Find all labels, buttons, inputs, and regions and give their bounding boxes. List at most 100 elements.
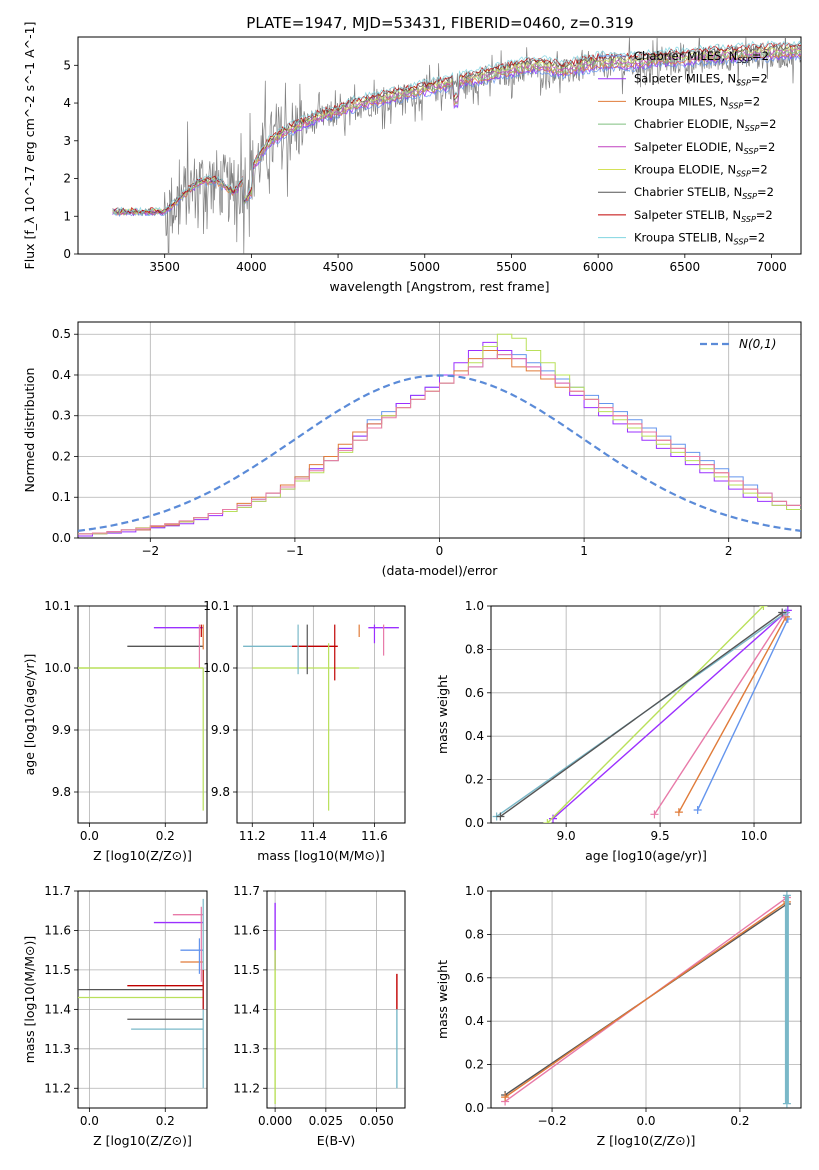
y-tick-label: 9.9 — [52, 723, 71, 737]
y-tick-label: 11.2 — [44, 1081, 71, 1095]
legend-entry: Salpeter ELODIE, NSSP=2 — [634, 140, 775, 156]
axes-frame — [77, 890, 208, 1109]
x-tick-label: −1 — [286, 544, 304, 558]
legend-text-end: =2 — [751, 72, 768, 86]
plot-area — [78, 898, 204, 1089]
y-tick-label: 0.8 — [465, 927, 484, 941]
legend-text-end: =2 — [756, 208, 773, 222]
weight-line — [552, 609, 789, 820]
x-axis-label: mass [log10(M/M⊙)] — [257, 848, 385, 863]
legend-subscript: SSP — [729, 101, 744, 110]
legend-text: Salpeter ELODIE, N — [634, 140, 744, 154]
x-tick-label: 9.5 — [651, 829, 670, 843]
legend-entry: Salpeter MILES, NSSP=2 — [634, 72, 768, 88]
y-axis-label: mass weight — [435, 960, 450, 1039]
y-tick-label: 11.4 — [233, 1002, 260, 1016]
plot-area — [78, 624, 204, 811]
y-tick-label: 0.8 — [465, 642, 484, 656]
legend-subscript: SSP — [744, 147, 759, 156]
axes-frame — [490, 890, 802, 1109]
y-tick-label: 0.5 — [52, 327, 71, 341]
y-tick-label: 0.6 — [465, 971, 484, 985]
y-tick-label: 11.3 — [233, 1042, 260, 1056]
weight-line — [697, 618, 789, 811]
histogram-step — [78, 341, 801, 537]
y-tick-label: 2 — [63, 172, 71, 186]
x-tick-label: 0.0 — [80, 1114, 99, 1128]
legend: N(0,1) — [700, 337, 776, 351]
legend-text-end: =2 — [748, 231, 765, 245]
y-axis-label: mass [log10(M/M⊙)] — [22, 936, 37, 1064]
y-tick-label: 0.4 — [52, 368, 71, 382]
y-axis-label: mass weight — [435, 675, 450, 754]
x-tick-label: 0.2 — [156, 829, 175, 843]
legend-entry: Kroupa ELODIE, NSSP=2 — [634, 163, 768, 179]
legend-text-end: =2 — [757, 185, 774, 199]
y-tick-label: 5 — [63, 58, 71, 72]
x-tick-label: 0.000 — [258, 1114, 292, 1128]
legend-subscript: SSP — [745, 124, 760, 133]
plus-marker — [549, 814, 557, 823]
y-tick-label: 10.1 — [203, 599, 230, 613]
x-tick-label: 0.0 — [636, 1114, 655, 1128]
panel-mass-vs-ebv: 0.000 0.025 0.050 11.2 11.3 11.4 11.5 11.6 11.7 E… — [233, 884, 406, 1148]
legend-text: Salpeter MILES, N — [634, 72, 736, 86]
legend-text-end: =2 — [743, 94, 760, 108]
legend-entry: Kroupa MILES, NSSP=2 — [634, 94, 760, 110]
panel-age-vs-Z: 0.0 0.2 9.8 9.9 10.0 10.1 Z [log10(Z/Z⊙)] age [… — [22, 599, 208, 863]
x-tick-label: 11.2 — [239, 829, 266, 843]
legend-text: Chabrier MILES, N — [634, 49, 737, 63]
x-tick-label: 3500 — [149, 260, 180, 274]
plot-area — [501, 891, 791, 1108]
x-tick-label: 0 — [436, 544, 444, 558]
x-tick-label: 4000 — [236, 260, 267, 274]
x-tick-label: 9.0 — [557, 829, 576, 843]
x-tick-label: 5000 — [409, 260, 440, 274]
y-tick-label: 0.1 — [52, 490, 71, 504]
x-tick-label: 10.0 — [741, 829, 768, 843]
observed-spectrum — [112, 37, 801, 254]
legend-text: Kroupa STELIB, N — [634, 231, 734, 245]
plus-marker — [496, 812, 505, 821]
x-tick-label: 6500 — [670, 260, 701, 274]
axes-frame — [77, 36, 802, 255]
axes-frame — [266, 890, 406, 1109]
x-axis-label: wavelength [Angstrom, rest frame] — [329, 279, 549, 294]
y-tick-label: 11.3 — [44, 1042, 71, 1056]
x-axis-label: age [log10(age/yr)] — [585, 848, 707, 863]
axes-frame — [77, 321, 802, 539]
y-axis-label: Normed distribution — [22, 368, 37, 493]
x-axis-label: Z [log10(Z/Z⊙)] — [93, 848, 192, 863]
panel-mass-vs-Z: 0.0 0.2 11.2 11.3 11.4 11.5 11.6 11.7 Z [log10(Z… — [22, 884, 208, 1148]
x-tick-label: 0.2 — [156, 1114, 175, 1128]
panel-age-vs-mass: 11.2 11.4 11.6 9.8 9.9 10.0 10.1 mass [log10(M/… — [203, 599, 406, 863]
plus-marker — [759, 606, 768, 610]
legend-text-end: =2 — [758, 140, 775, 154]
y-tick-label: 4 — [63, 96, 71, 110]
x-tick-label: 0.050 — [359, 1114, 393, 1128]
legend-entry: Salpeter STELIB, NSSP=2 — [634, 208, 773, 224]
legend-text-end: =2 — [751, 163, 768, 177]
legend-entry: Kroupa STELIB, NSSP=2 — [634, 231, 765, 247]
x-tick-label: 11.6 — [361, 829, 388, 843]
figure-title: PLATE=1947, MJD=53431, FIBERID=0460, z=0… — [246, 14, 633, 32]
plot-area — [274, 902, 398, 1105]
y-tick-label: 0.0 — [465, 1101, 484, 1115]
x-tick-label: 0.0 — [80, 829, 99, 843]
x-tick-label: 7000 — [756, 260, 787, 274]
weight-line — [499, 611, 783, 818]
plot-area — [78, 333, 801, 537]
panel-residuals: −2 −1 0 1 2 0.0 0.1 0.2 0.3 0.4 0.5 (data-model)/er… — [22, 321, 802, 578]
x-tick-label: 4500 — [323, 260, 354, 274]
legend-subscript: SSP — [736, 170, 751, 179]
y-tick-label: 9.8 — [52, 785, 71, 799]
y-tick-label: 3 — [63, 134, 71, 148]
plus-marker — [693, 805, 702, 814]
y-tick-label: 11.6 — [44, 923, 71, 937]
plus-marker — [501, 1093, 510, 1102]
y-tick-label: 1 — [63, 209, 71, 223]
legend-text: Kroupa MILES, N — [634, 94, 729, 108]
panel-weight-vs-age: 9.0 9.5 10.0 0.0 0.2 0.4 0.6 0.8 1.0 age [log10(a… — [435, 599, 802, 863]
